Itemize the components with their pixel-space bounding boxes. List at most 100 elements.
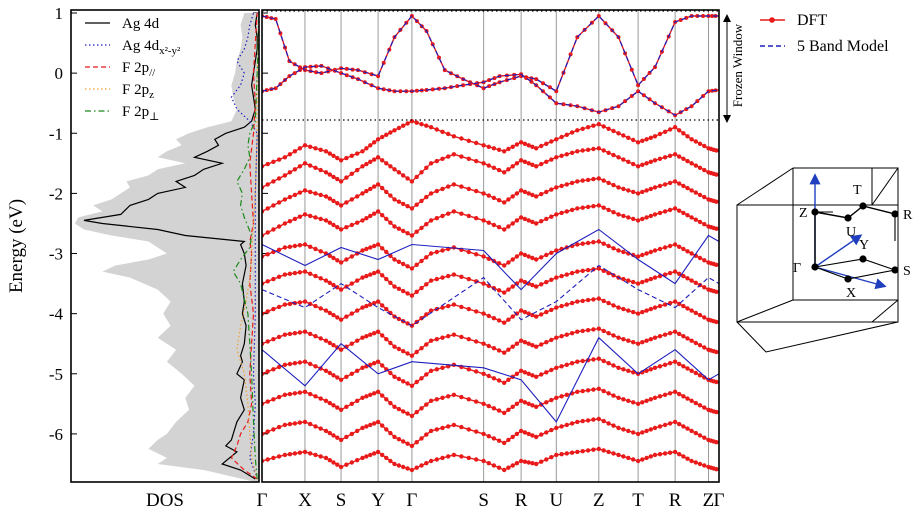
dft-point (596, 146, 601, 151)
dft-point (689, 161, 694, 166)
dft-point (481, 161, 486, 166)
dft-point (364, 216, 369, 221)
dft-point (502, 149, 507, 154)
dft-point (271, 427, 276, 432)
dft-fit-point (314, 64, 319, 69)
dft-point (364, 188, 369, 194)
dft-point (282, 332, 288, 337)
dft-point (318, 147, 323, 152)
dft-point (297, 243, 303, 248)
dft-point (308, 331, 313, 337)
dft-point (396, 199, 402, 204)
dft-point (481, 431, 486, 437)
dft-point (360, 218, 365, 223)
dft-point (631, 279, 636, 285)
dft-point (539, 459, 544, 464)
dft-point (549, 397, 554, 403)
dft-point (657, 246, 663, 252)
dos-curve-2 (230, 12, 258, 480)
dft-point (689, 398, 694, 403)
dft-point (693, 310, 698, 316)
dft-point (640, 400, 645, 405)
dft-point (522, 216, 528, 222)
dft-point (428, 428, 434, 434)
dft-point (424, 402, 429, 407)
dft-point (601, 448, 606, 453)
dft-point (282, 362, 288, 367)
dft-point (702, 435, 707, 440)
dft-point (611, 423, 616, 428)
band-panel (261, 9, 720, 483)
dft-point (601, 418, 606, 424)
dft-point (384, 337, 389, 342)
dft-point (652, 365, 658, 370)
dft-point (364, 334, 369, 339)
dft-point (681, 303, 686, 309)
dft-point (372, 451, 377, 456)
dft-point (414, 229, 419, 234)
y-tick-label: -4 (49, 305, 64, 324)
dft-point (409, 443, 415, 449)
dft-point (549, 157, 554, 162)
dft-point (644, 278, 649, 283)
dft-point (621, 249, 626, 255)
dft-point (282, 272, 288, 277)
dft-point (697, 461, 703, 467)
dft-point (355, 338, 360, 343)
dft-point (640, 279, 645, 285)
dft-point (575, 179, 580, 184)
dos-curve-4 (232, 12, 259, 480)
dft-point (530, 255, 535, 261)
dft-point (502, 380, 507, 385)
dft-point (606, 449, 611, 455)
dft-point (510, 284, 515, 289)
dft-point (380, 213, 385, 218)
kpoint-label: Γ (714, 490, 725, 511)
dft-point (644, 455, 649, 461)
dft-point (657, 183, 663, 189)
dft-point (689, 137, 694, 142)
dft-point (672, 419, 678, 425)
dft-point (434, 397, 439, 402)
dft-point (580, 205, 585, 210)
dft-point (287, 244, 293, 249)
dft-point (657, 452, 663, 457)
dft-point (392, 257, 397, 262)
dft-point (451, 392, 457, 397)
dft-point (265, 339, 270, 344)
dft-point (631, 430, 636, 435)
dft-point (544, 141, 549, 146)
dft-point (591, 123, 596, 128)
dft-point (681, 334, 686, 339)
dft-point (331, 174, 336, 180)
dft-point (514, 401, 520, 406)
dft-point (611, 182, 616, 188)
dft-point (466, 186, 471, 192)
dft-point (375, 299, 381, 304)
dft-point (297, 164, 303, 169)
kpoint-label: Γ (257, 490, 268, 511)
dft-point (271, 337, 276, 342)
dft-point (585, 204, 591, 210)
dft-point (601, 124, 606, 129)
bz-point (811, 208, 819, 216)
dft-point (372, 157, 377, 162)
dft-point (526, 431, 531, 437)
dft-point (518, 140, 524, 145)
dft-point (544, 340, 549, 345)
dft-point (640, 430, 645, 435)
dft-point (419, 285, 424, 291)
dft-point (502, 170, 507, 175)
dft-point (549, 214, 554, 219)
dft-point (318, 276, 323, 281)
dft-fit-point (273, 86, 278, 91)
dft-point (355, 278, 360, 283)
dft-point (697, 312, 703, 318)
dft-point (384, 306, 389, 312)
dft-point (506, 437, 511, 443)
dft-point (424, 312, 429, 317)
dft-point (302, 161, 308, 166)
dft-point (323, 149, 329, 154)
dft-point (667, 270, 673, 276)
bz-front-face (736, 204, 899, 323)
